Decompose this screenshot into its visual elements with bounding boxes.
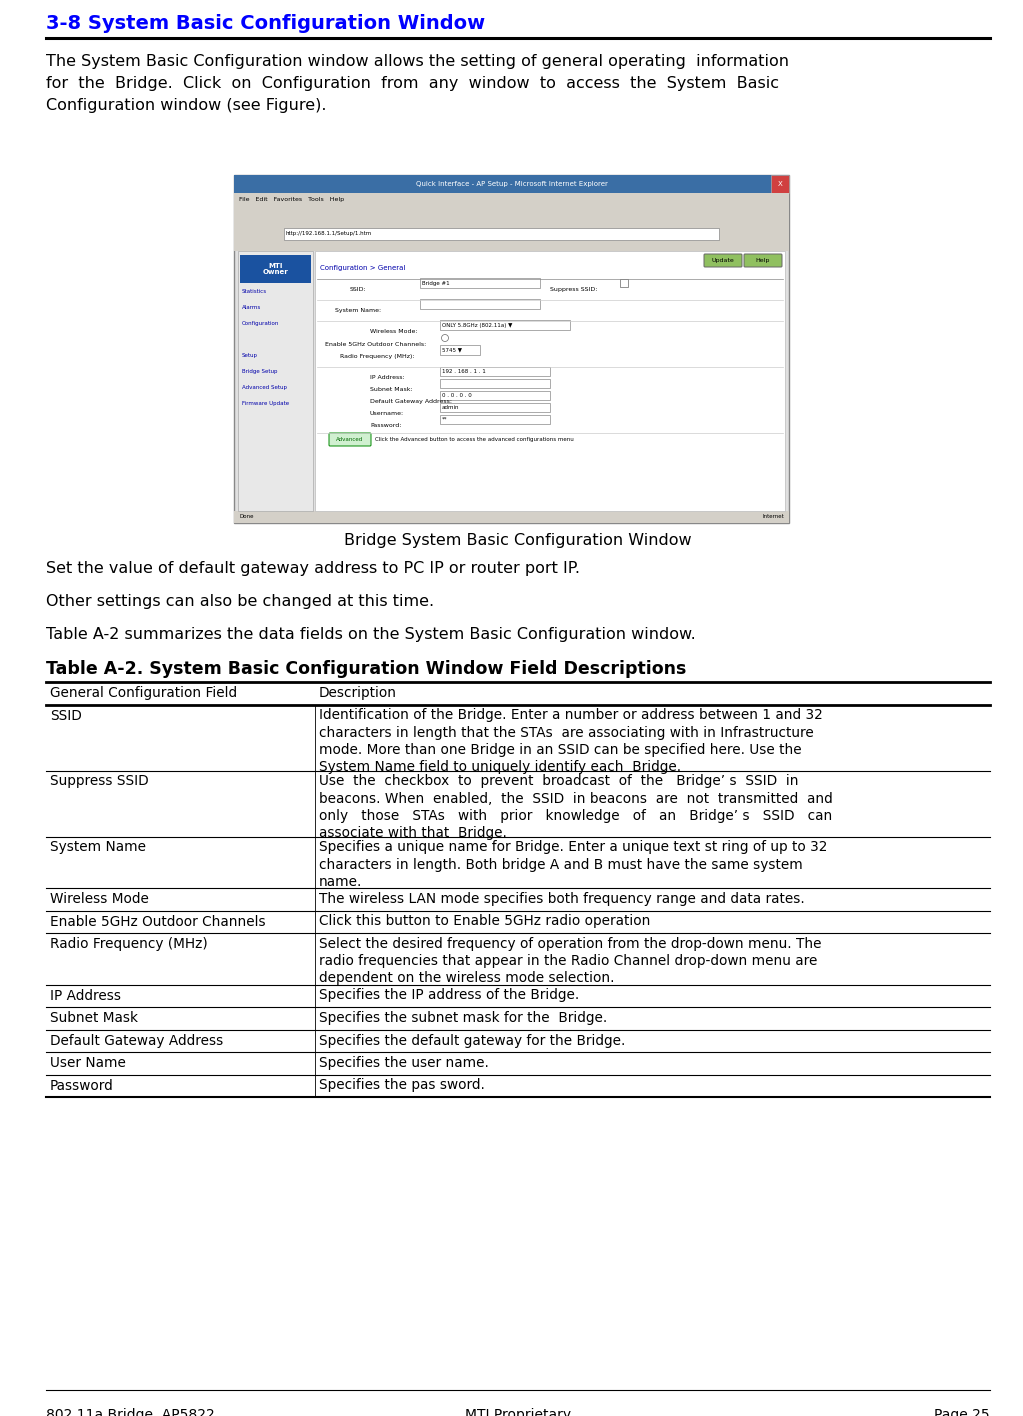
Text: Alarms: Alarms [242,304,261,310]
Text: 3-8 System Basic Configuration Window: 3-8 System Basic Configuration Window [46,14,485,33]
Text: X: X [777,181,783,187]
Text: Advanced Setup: Advanced Setup [242,385,287,389]
Text: Description: Description [319,685,397,700]
Text: Suppress SSID: Suppress SSID [50,775,148,789]
Text: 192 . 168 . 1 . 1: 192 . 168 . 1 . 1 [442,370,486,374]
Text: Table A-2. System Basic Configuration Window Field Descriptions: Table A-2. System Basic Configuration Wi… [46,660,686,678]
Text: Subnet Mask:: Subnet Mask: [370,387,412,392]
Text: for  the  Bridge.  Click  on  Configuration  from  any  window  to  access  the : for the Bridge. Click on Configuration f… [46,76,779,91]
Text: admin: admin [442,405,459,411]
Text: Configuration: Configuration [242,321,279,326]
Bar [234,241,789,251]
Text: Select the desired frequency of operation from the drop-down menu. The
radio fre: Select the desired frequency of operatio… [319,937,821,986]
Bar [234,176,789,193]
Bar [440,415,550,423]
Text: Table A-2 summarizes the data fields on the System Basic Configuration window.: Table A-2 summarizes the data fields on … [46,627,696,641]
Text: Wireless Mode: Wireless Mode [50,892,149,906]
Text: Default Gateway Address:: Default Gateway Address: [370,399,452,404]
Text: Password:: Password: [370,423,401,428]
Text: General Configuration Field: General Configuration Field [50,685,237,700]
Text: **: ** [442,416,447,422]
Bar [234,176,789,523]
Bar [440,367,550,377]
Text: Statistics: Statistics [242,289,267,295]
FancyBboxPatch shape [744,253,782,268]
Bar [440,320,570,330]
Text: Other settings can also be changed at this time.: Other settings can also be changed at th… [46,593,434,609]
Text: Click this button to Enable 5GHz radio operation: Click this button to Enable 5GHz radio o… [319,915,651,929]
Text: ONLY 5.8GHz (802.11a) ▼: ONLY 5.8GHz (802.11a) ▼ [442,323,513,327]
Bar [284,228,719,239]
Bar [234,227,789,241]
Text: Click the Advanced button to access the advanced configurations menu: Click the Advanced button to access the … [375,438,574,442]
Text: The wireless LAN mode specifies both frequency range and data rates.: The wireless LAN mode specifies both fre… [319,892,805,906]
Text: IP Address:: IP Address: [370,375,405,379]
Bar [420,278,540,287]
Bar [234,205,789,227]
Text: System Name: System Name [50,841,146,854]
Text: 802.11a Bridge  AP5822: 802.11a Bridge AP5822 [46,1408,215,1416]
Text: Advanced: Advanced [337,438,363,442]
Text: Quick Interface - AP Setup - Microsoft Internet Explorer: Quick Interface - AP Setup - Microsoft I… [415,181,608,187]
Text: 5745 ▼: 5745 ▼ [442,347,462,353]
Text: Wireless Mode:: Wireless Mode: [370,329,417,334]
FancyBboxPatch shape [704,253,742,268]
Text: Configuration > General: Configuration > General [320,265,405,270]
Bar [440,379,550,388]
Text: MTI Proprietary: MTI Proprietary [464,1408,571,1416]
Text: Done: Done [239,514,254,520]
FancyBboxPatch shape [329,433,371,446]
Text: Page 25: Page 25 [934,1408,990,1416]
Text: Bridge #1: Bridge #1 [422,280,450,286]
Text: Firmware Update: Firmware Update [242,401,290,406]
Text: Specifies the default gateway for the Bridge.: Specifies the default gateway for the Br… [319,1034,625,1048]
Text: Specifies the subnet mask for the  Bridge.: Specifies the subnet mask for the Bridge… [319,1011,608,1025]
Text: Specifies the pas sword.: Specifies the pas sword. [319,1079,485,1093]
Text: Specifies a unique name for Bridge. Enter a unique text st ring of up to 32
char: Specifies a unique name for Bridge. Ente… [319,841,828,889]
Text: Identification of the Bridge. Enter a number or address between 1 and 32
charact: Identification of the Bridge. Enter a nu… [319,708,822,773]
Text: Subnet Mask: Subnet Mask [50,1011,138,1025]
Text: Set the value of default gateway address to PC IP or router port IP.: Set the value of default gateway address… [46,561,580,576]
Text: Internet: Internet [762,514,784,520]
Text: The System Basic Configuration window allows the setting of general operating  i: The System Basic Configuration window al… [46,54,789,69]
Bar [238,251,313,511]
Bar [440,391,550,399]
Text: MTI
Owner: MTI Owner [263,262,288,276]
Text: Bridge Setup: Bridge Setup [242,370,277,374]
Text: SSID:: SSID: [350,287,366,292]
Text: Help: Help [756,258,770,263]
Text: Default Gateway Address: Default Gateway Address [50,1034,223,1048]
Text: Radio Frequency (MHz): Radio Frequency (MHz) [50,937,208,952]
Text: 0 . 0 . 0 . 0: 0 . 0 . 0 . 0 [442,394,472,398]
Bar [771,176,789,193]
Text: Radio Frequency (MHz):: Radio Frequency (MHz): [340,354,414,360]
Text: Suppress SSID:: Suppress SSID: [550,287,599,292]
Bar [620,279,628,287]
Text: Enable 5GHz Outdoor Channels: Enable 5GHz Outdoor Channels [50,915,266,929]
Bar [315,251,785,511]
Text: Password: Password [50,1079,114,1093]
Text: http://192.168.1.1/Setup/1.htm: http://192.168.1.1/Setup/1.htm [286,231,372,236]
Text: Bridge System Basic Configuration Window: Bridge System Basic Configuration Window [344,532,692,548]
Bar [440,346,480,355]
Text: Update: Update [712,258,735,263]
Bar [420,299,540,309]
Circle shape [442,334,448,341]
Bar [440,404,550,412]
Text: System Name:: System Name: [335,309,382,313]
Text: Use  the  checkbox  to  prevent  broadcast  of  the   Bridge’ s  SSID  in
beacon: Use the checkbox to prevent broadcast of… [319,775,833,840]
Text: SSID: SSID [50,708,82,722]
Bar [234,511,789,523]
Text: Configuration window (see Figure).: Configuration window (see Figure). [46,98,326,113]
Text: Setup: Setup [242,353,258,358]
Bar [234,193,789,205]
Bar [240,255,311,283]
Text: Specifies the IP address of the Bridge.: Specifies the IP address of the Bridge. [319,988,579,1003]
Text: Enable 5GHz Outdoor Channels:: Enable 5GHz Outdoor Channels: [325,343,427,347]
Text: User Name: User Name [50,1056,126,1070]
Text: Username:: Username: [370,411,404,416]
Text: Specifies the user name.: Specifies the user name. [319,1056,489,1070]
Text: IP Address: IP Address [50,988,121,1003]
Text: File   Edit   Favorites   Tools   Help: File Edit Favorites Tools Help [239,197,344,201]
